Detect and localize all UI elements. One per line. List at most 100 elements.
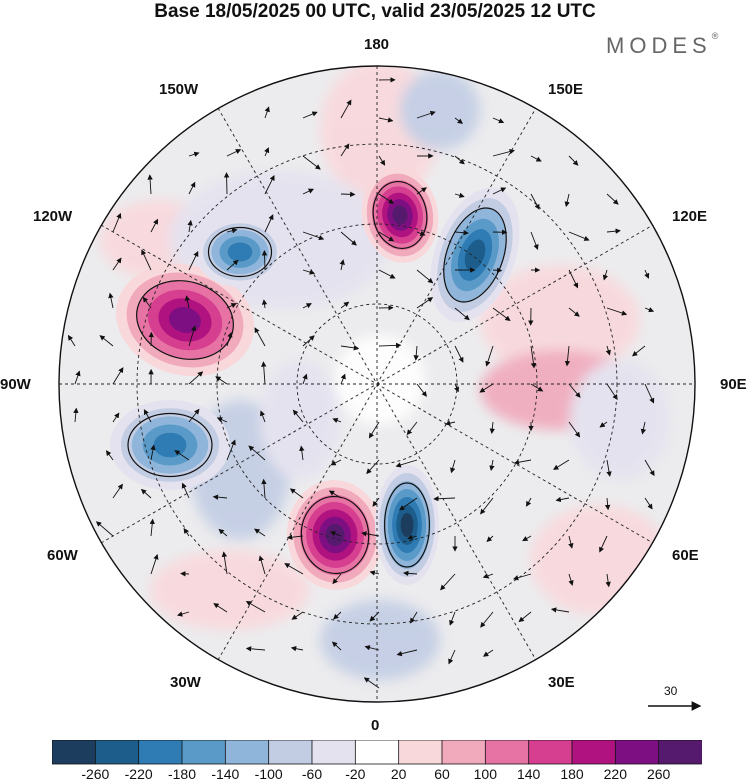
colorbar-swatch [441, 740, 487, 765]
map-title: Base 18/05/2025 00 UTC, valid 23/05/2025… [154, 1, 596, 22]
wind-arrow [112, 257, 122, 271]
negative-anomaly-level [227, 242, 253, 262]
wind-arrow [290, 646, 304, 652]
wind-arrow [416, 383, 427, 397]
height-contour [443, 207, 507, 303]
wind-arrow [188, 371, 204, 385]
height-contour [384, 482, 431, 568]
wind-arrow [340, 345, 360, 351]
wind-arrow [261, 361, 267, 385]
lon-label-180: 180 [364, 36, 390, 53]
wind-arrow [407, 534, 418, 540]
wind-arrow [264, 214, 274, 233]
wind-arrow [183, 527, 190, 537]
wind-arrow [254, 327, 266, 347]
wind-arrow [482, 573, 494, 579]
wind-arrow [340, 191, 356, 198]
wind-arrow [292, 409, 304, 423]
lon-label-60e: 60E [672, 547, 699, 564]
wind-arrow [261, 478, 267, 499]
colorbar-swatch [528, 740, 573, 765]
wind-arrow [213, 603, 228, 613]
wind-arrow [226, 331, 233, 347]
wind-arrow [140, 488, 152, 499]
polar-map [58, 65, 696, 703]
wind-arrow [449, 611, 456, 626]
wind-arrow [226, 259, 239, 271]
colorbar-ticks: -260 -220 -180 -140 -100 -60 -20 20 60 100 140 180 2… [0, 766, 750, 783]
wind-arrow [302, 373, 308, 385]
wind-arrow [369, 570, 380, 576]
wind-arrow [568, 231, 590, 241]
colorbar [52, 740, 702, 765]
colorbar-swatch [311, 740, 357, 765]
wind-arrow [606, 193, 619, 205]
wind-arrow [602, 269, 608, 281]
colorbar-swatch [658, 740, 702, 765]
wind-arrow [264, 174, 275, 195]
wind-arrow [378, 155, 386, 166]
wind-arrow [264, 106, 270, 119]
wind-arrow [218, 528, 228, 537]
wind-arrow [226, 149, 242, 157]
wind-arrow [339, 259, 345, 271]
wind-arrow [530, 383, 544, 392]
wind-arrow [264, 147, 270, 157]
wind-arrow [223, 172, 230, 195]
wind-arrow [245, 601, 266, 613]
wind-arrow [188, 250, 199, 271]
wind-arrow [606, 383, 618, 401]
wind-arrow [378, 193, 395, 204]
wind-arrow [261, 250, 268, 271]
wind-arrow [568, 421, 581, 438]
wind-arrow [454, 345, 464, 363]
wind-arrow [568, 573, 574, 586]
wind-arrow [332, 573, 342, 585]
wind-arrow [489, 459, 495, 471]
wind-arrow [143, 409, 152, 423]
wind-arrow [564, 345, 571, 367]
wind-arrow [184, 295, 191, 309]
wind-arrow [177, 611, 190, 617]
wind-arrow [480, 497, 494, 515]
wind-arrow [188, 151, 200, 157]
colorbar-swatch [52, 740, 97, 765]
wind-arrow [150, 444, 156, 461]
wind-arrow [108, 292, 114, 309]
wind-arrow [433, 496, 456, 502]
wind-arrow [291, 611, 304, 620]
height-contour [372, 180, 428, 250]
wind-arrow [150, 218, 159, 233]
colorbar-tick-label: -180 [167, 766, 197, 782]
wind-arrow [599, 535, 608, 553]
wind-arrow [454, 307, 470, 321]
wind-arrow [361, 531, 380, 537]
wind-arrow [399, 497, 418, 511]
wind-arrow [212, 494, 228, 500]
height-contour [127, 412, 213, 478]
wind-arrow [492, 187, 507, 195]
wind-arrow [372, 497, 380, 507]
wind-arrow [416, 187, 427, 195]
wind-arrow [492, 149, 515, 157]
wind-arrow [568, 535, 574, 549]
wind-arrow [284, 563, 304, 575]
wind-arrow [378, 342, 402, 349]
wind-arrow [331, 641, 342, 651]
wind-arrow [181, 482, 190, 499]
wind-arrow [188, 325, 197, 347]
wind-arrow [480, 611, 494, 628]
wind-arrow [67, 334, 76, 347]
wind-arrow [188, 181, 196, 195]
wind-arrow [448, 649, 456, 665]
wind-arrow [599, 421, 608, 428]
wind-arrow [454, 192, 465, 198]
wind-arrow [492, 307, 511, 322]
wind-arrow [454, 230, 469, 236]
wind-arrow [530, 345, 537, 369]
wind-arrow [413, 345, 419, 361]
wind-arrow [142, 296, 152, 309]
wind-arrow [530, 193, 540, 210]
colorbar-tick-label: 220 [603, 766, 628, 782]
wind-arrow [518, 611, 532, 623]
